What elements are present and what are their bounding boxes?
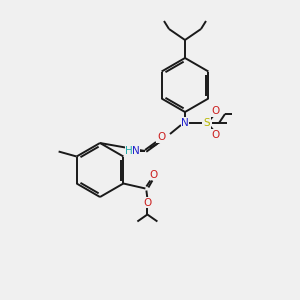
Text: O: O xyxy=(143,197,152,208)
Text: O: O xyxy=(211,130,219,140)
Text: O: O xyxy=(157,132,165,142)
Text: O: O xyxy=(149,169,158,179)
Text: S: S xyxy=(204,118,210,128)
Text: H: H xyxy=(125,146,133,156)
Text: N: N xyxy=(132,146,140,156)
Text: O: O xyxy=(211,106,219,116)
Text: N: N xyxy=(181,118,189,128)
